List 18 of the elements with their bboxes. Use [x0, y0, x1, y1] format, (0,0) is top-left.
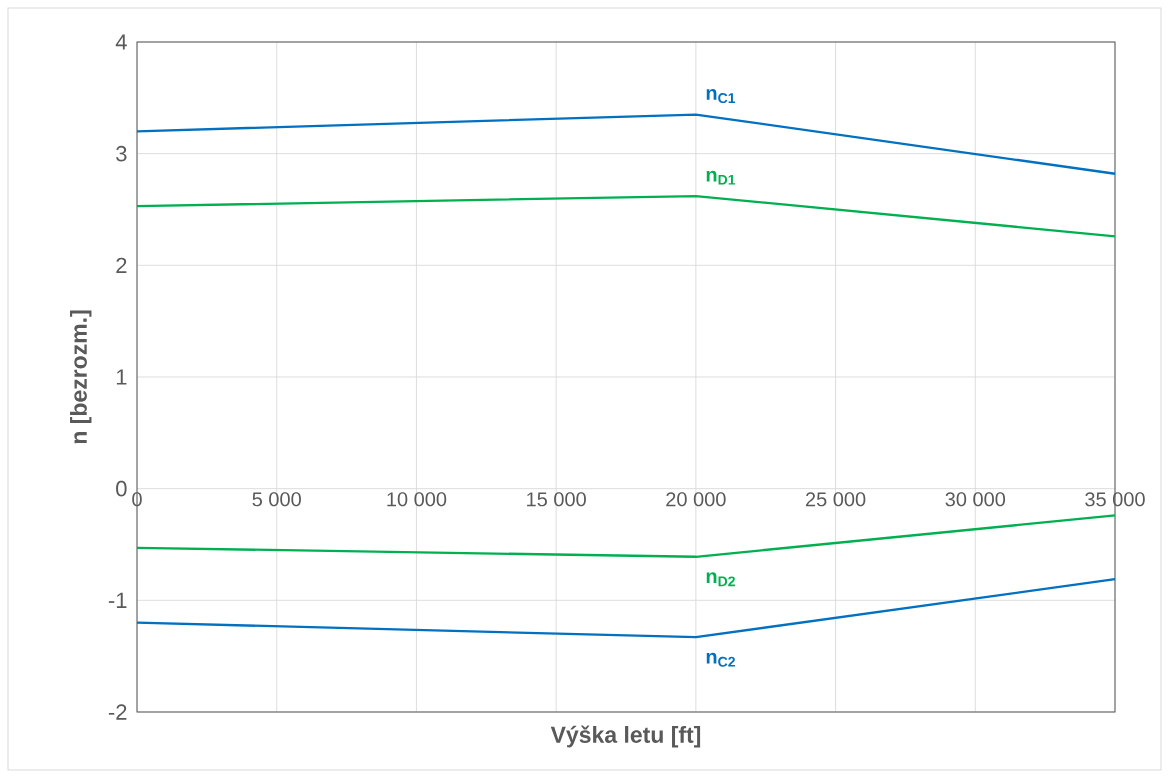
y-tick-label: 1	[116, 369, 127, 385]
x-tick-label: 20 000	[666, 492, 726, 507]
x-tick-label: 30 000	[945, 492, 1006, 507]
x-tick-label: 5 000	[252, 492, 301, 507]
x-axis-title: Výška letu [ft]	[550, 725, 701, 748]
series-label: n$_{C1}$	[706, 89, 736, 104]
y-tick-label: 3	[116, 145, 127, 162]
y-tick-label: -2	[108, 704, 127, 720]
series-label: n$_{D2}$	[706, 572, 735, 587]
y-tick-label: -1	[108, 592, 127, 608]
series-label: n$_{D1}$	[706, 170, 736, 185]
y-axis-title: n [bezrozm.]	[70, 310, 92, 444]
y-tick-label: 4	[115, 34, 127, 50]
x-tick-label: 25 000	[806, 492, 866, 507]
x-tick-label: 15 000	[527, 492, 586, 507]
series-label: n$_{C2}$	[706, 652, 735, 667]
y-tick-label: 2	[116, 257, 127, 274]
x-tick-label: 10 000	[387, 492, 447, 507]
